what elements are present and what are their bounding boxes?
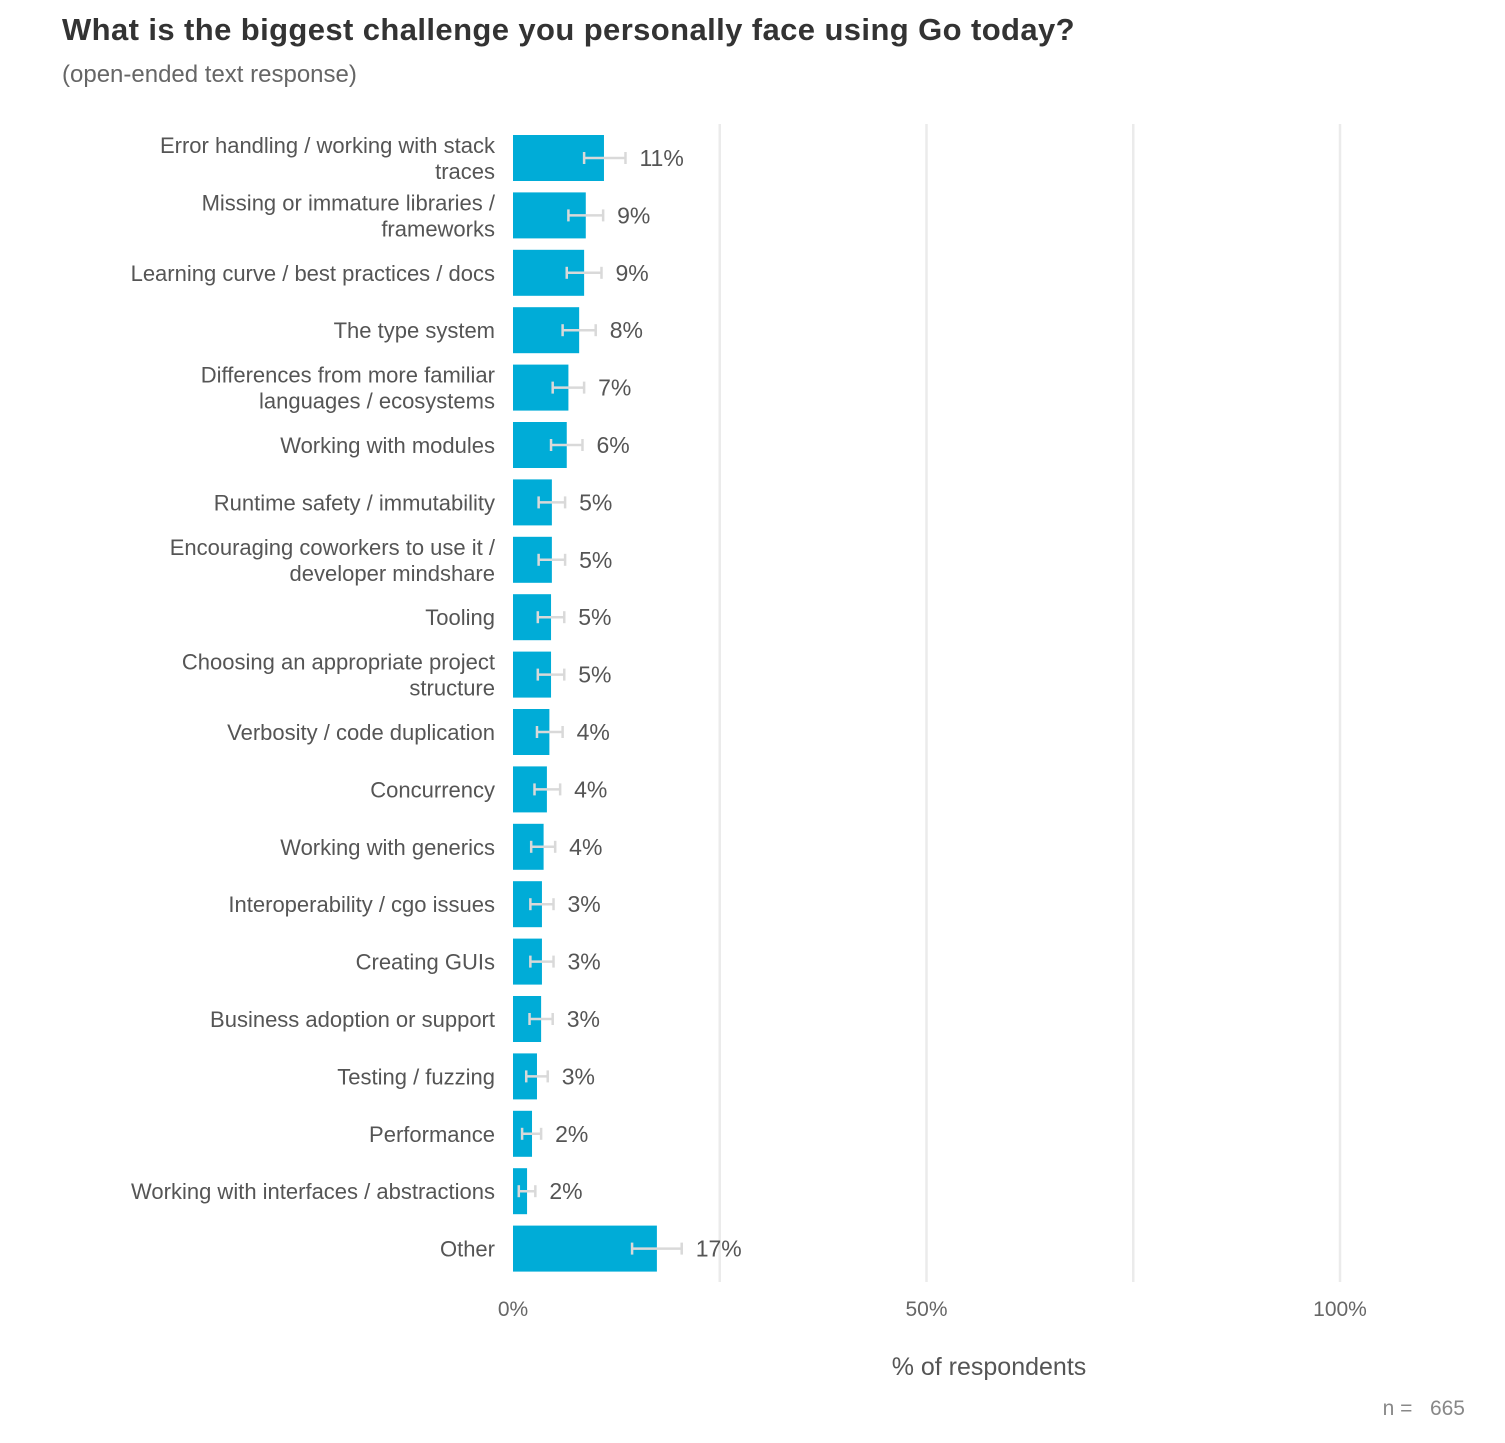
value-label-19: 17% xyxy=(696,1236,742,1262)
value-label-11: 4% xyxy=(574,776,607,802)
value-label-4: 7% xyxy=(598,375,631,401)
error-bar-1 xyxy=(567,209,605,222)
value-label-9: 5% xyxy=(578,662,611,688)
error-bar-11 xyxy=(533,783,562,796)
error-bar-17 xyxy=(520,1127,543,1140)
chart-title: What is the biggest challenge you person… xyxy=(62,12,1076,47)
chart-subtitle: (open-ended text response) xyxy=(62,61,357,88)
value-label-14: 3% xyxy=(568,949,601,975)
value-labels: 11% 9% 9% 8% 7% 6% 5% 5% 5% 5% 4% 4% 4% 3% 3% 3% 3% 2% 2% 1… xyxy=(549,145,741,1262)
category-label-19: Other xyxy=(440,1237,495,1262)
category-label-7: Encouraging coworkers to use it / develop… xyxy=(170,535,496,586)
error-bar-6 xyxy=(537,496,567,509)
category-label-16: Testing / fuzzing xyxy=(337,1064,495,1089)
value-label-16: 3% xyxy=(562,1063,595,1089)
bars xyxy=(513,135,657,1272)
category-label-6: Runtime safety / immutability xyxy=(214,490,495,515)
value-label-17: 2% xyxy=(555,1121,588,1147)
category-label-8: Tooling xyxy=(425,605,495,630)
category-label-3: The type system xyxy=(334,318,495,343)
category-label-11: Concurrency xyxy=(370,777,495,802)
value-label-7: 5% xyxy=(579,547,612,573)
value-label-12: 4% xyxy=(569,834,602,860)
error-bar-19 xyxy=(630,1242,683,1255)
x-axis-ticks: 0% 50% 100% xyxy=(498,1298,1367,1321)
error-bar-0 xyxy=(582,152,627,164)
error-bar-18 xyxy=(517,1185,537,1198)
category-label-10: Verbosity / code duplication xyxy=(227,720,495,745)
error-bar-3 xyxy=(561,324,597,337)
value-label-10: 4% xyxy=(577,719,610,745)
error-bar-8 xyxy=(536,611,566,624)
sample-size-label: n = 665 xyxy=(1383,1397,1465,1420)
category-label-0: Error handling / working with stack trace… xyxy=(160,133,496,184)
value-label-0: 11% xyxy=(639,145,683,171)
category-label-9: Choosing an appropriate project structure xyxy=(182,650,495,701)
gridlines xyxy=(718,124,1342,1282)
category-label-1: Missing or immature libraries / framework… xyxy=(202,190,496,241)
value-label-18: 2% xyxy=(549,1178,582,1204)
category-label-14: Creating GUIs xyxy=(356,950,495,975)
value-label-6: 5% xyxy=(579,489,612,515)
error-bar-13 xyxy=(529,898,555,911)
error-bar-9 xyxy=(536,668,566,681)
category-label-5: Working with modules xyxy=(280,433,495,458)
category-label-2: Learning curve / best practices / docs xyxy=(131,261,495,286)
error-bar-4 xyxy=(551,381,586,394)
category-label-17: Performance xyxy=(369,1122,495,1147)
value-label-2: 9% xyxy=(615,260,648,286)
category-label-4: Differences from more familiar languages … xyxy=(201,363,495,414)
value-label-13: 3% xyxy=(568,891,601,917)
category-label-15: Business adoption or support xyxy=(210,1007,495,1032)
error-bar-7 xyxy=(537,553,567,566)
value-label-5: 6% xyxy=(596,432,629,458)
error-bar-14 xyxy=(529,955,555,968)
x-tick-label-0: 0% xyxy=(498,1298,528,1321)
category-label-18: Working with interfaces / abstractions xyxy=(131,1179,495,1204)
x-tick-label-1: 50% xyxy=(905,1298,947,1321)
error-bar-2 xyxy=(565,266,603,279)
category-labels: Error handling / working with stack trace… xyxy=(131,133,496,1262)
error-bar-12 xyxy=(529,840,557,853)
error-bar-10 xyxy=(535,726,564,738)
error-bar-5 xyxy=(549,439,584,451)
x-axis-title: % of respondents xyxy=(892,1353,1087,1381)
value-label-1: 9% xyxy=(617,202,650,228)
error-bar-16 xyxy=(524,1070,549,1083)
x-tick-label-2: 100% xyxy=(1313,1298,1367,1321)
category-label-12: Working with generics xyxy=(280,835,495,860)
error-bars xyxy=(517,152,683,1255)
error-bar-15 xyxy=(528,1013,554,1025)
value-label-15: 3% xyxy=(567,1006,600,1032)
category-label-13: Interoperability / cgo issues xyxy=(228,892,495,917)
value-label-8: 5% xyxy=(578,604,611,630)
value-label-3: 8% xyxy=(610,317,643,343)
